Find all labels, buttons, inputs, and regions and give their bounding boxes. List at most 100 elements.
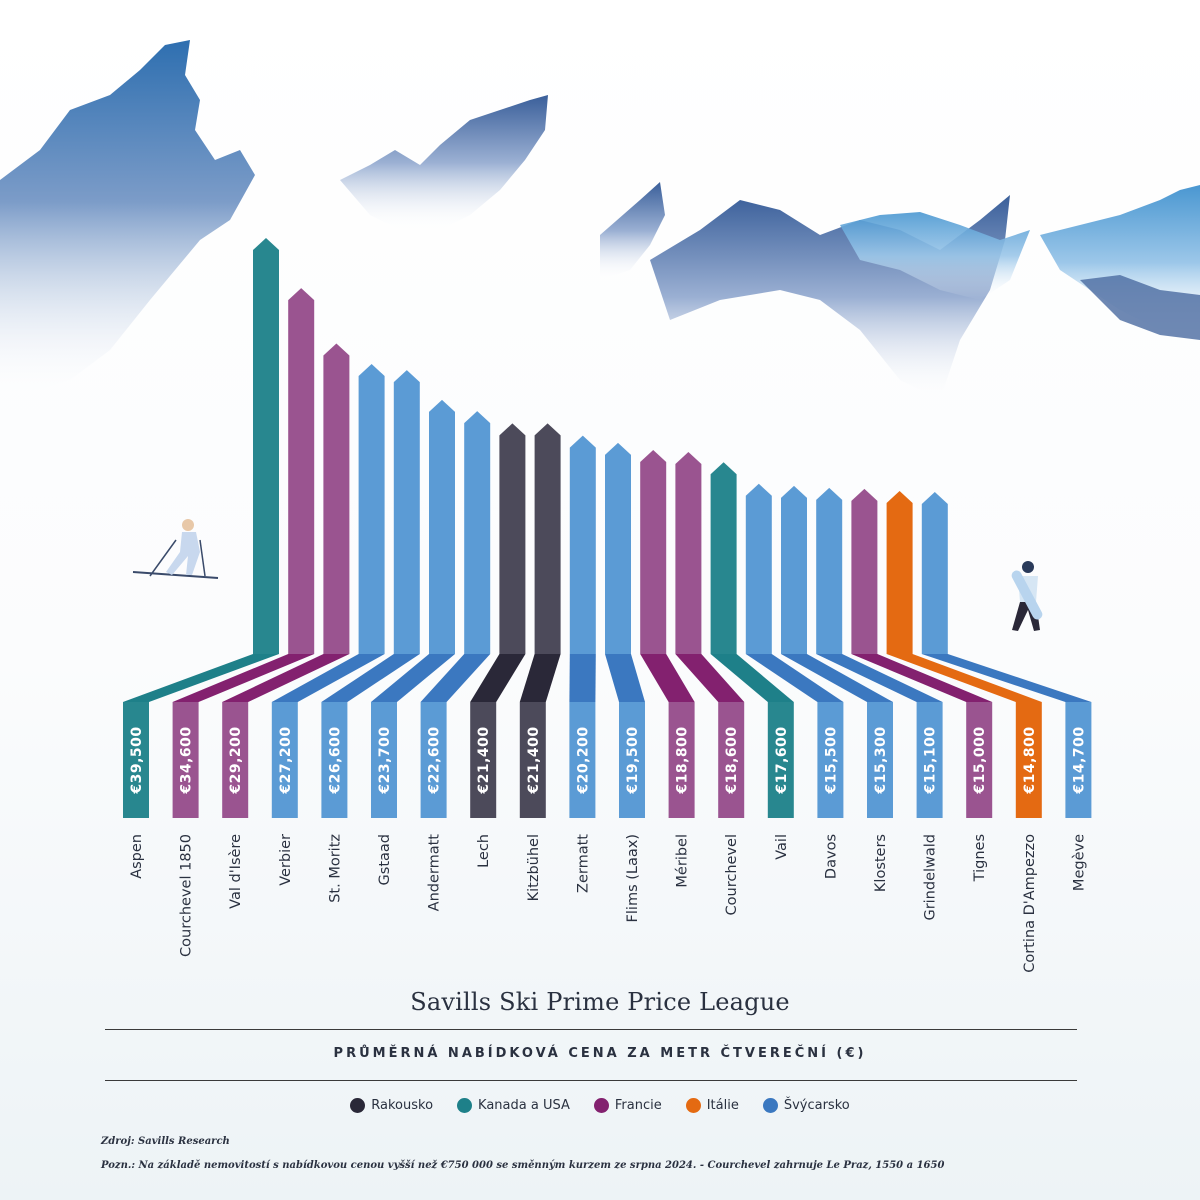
bar-0 <box>123 238 279 818</box>
category-label: Aspen <box>129 834 145 879</box>
bar-column <box>851 488 878 654</box>
value-label: €27,200 <box>278 726 294 794</box>
bar-column <box>288 288 315 654</box>
category-label: Val d'Isère <box>228 834 244 909</box>
bar-column <box>358 363 385 654</box>
bar-19 <box>921 492 1092 818</box>
bar-column <box>464 411 491 654</box>
bar-base <box>916 702 943 818</box>
bar-column <box>745 483 772 654</box>
bar-column <box>569 435 596 654</box>
legend-swatch <box>762 1098 778 1113</box>
bar-connector <box>605 654 645 702</box>
bar-column <box>710 462 737 654</box>
value-label: €15,100 <box>923 726 939 794</box>
bar-base <box>569 702 596 818</box>
bar-base <box>321 702 348 818</box>
bars-layer <box>123 238 1092 818</box>
value-label: €21,400 <box>476 726 492 794</box>
bar-column <box>921 492 948 654</box>
legend-item: Francie <box>593 1098 662 1113</box>
value-label: €14,800 <box>1022 726 1038 794</box>
value-label: €20,200 <box>575 726 591 794</box>
bar-base <box>470 702 497 818</box>
legend-label: Francie <box>614 1098 662 1113</box>
bar-connector <box>886 654 1042 702</box>
bar-base <box>817 702 844 818</box>
category-label: St. Moritz <box>327 834 343 903</box>
bar-column <box>499 423 526 654</box>
bar-base <box>371 702 397 818</box>
category-label: Grindelwald <box>923 834 939 921</box>
bar-column <box>323 343 350 654</box>
bar-15 <box>781 485 893 818</box>
category-label: Courchevel <box>724 834 740 915</box>
mountain-illustration <box>0 40 1200 400</box>
chart-subtitle: PRŮMĚRNÁ NABÍDKOVÁ CENA ZA METR ČTVEREČN… <box>333 1046 867 1061</box>
bar-base <box>123 702 149 818</box>
bar-connector <box>816 654 943 702</box>
bar-7 <box>470 423 526 818</box>
bar-column <box>429 399 455 654</box>
value-label: €18,800 <box>675 726 691 794</box>
category-label: Kitzbühel <box>526 834 542 901</box>
source-note: Zdroj: Savills Research <box>101 1136 230 1147</box>
bar-connector <box>640 654 695 702</box>
bar-base <box>867 702 893 818</box>
legend-item: Rakousko <box>350 1098 433 1113</box>
legend-swatch <box>685 1098 701 1113</box>
bar-connector <box>519 654 561 702</box>
value-label: €18,600 <box>724 726 740 794</box>
bar-6 <box>420 411 491 818</box>
category-label: Andermatt <box>427 834 443 912</box>
bar-connector <box>271 654 385 702</box>
bar-connector <box>569 654 596 702</box>
skier-illustration <box>132 519 219 579</box>
value-label: €17,600 <box>774 726 790 794</box>
bar-connector <box>781 654 893 702</box>
category-label: Megève <box>1071 834 1087 891</box>
category-label: Cortina D'Ampezzo <box>1022 834 1038 973</box>
value-label: €15,300 <box>873 726 889 794</box>
bar-column <box>886 490 913 654</box>
divider-top <box>105 1029 1077 1030</box>
value-label: €23,700 <box>377 726 393 794</box>
bar-base <box>1015 702 1042 818</box>
legend-label: Kanada a USA <box>478 1098 570 1113</box>
bar-base <box>1065 702 1092 818</box>
bar-8 <box>519 423 561 818</box>
value-label: €26,600 <box>327 726 343 794</box>
category-label: Vail <box>774 834 790 860</box>
legend-item: Švýcarsko <box>762 1098 850 1113</box>
divider-bottom <box>105 1080 1077 1081</box>
bar-12 <box>675 452 745 818</box>
value-label: €19,500 <box>625 726 641 794</box>
bar-base <box>172 702 199 818</box>
category-label: Zermatt <box>575 834 591 893</box>
bar-connector <box>710 654 794 702</box>
bar-14 <box>745 483 844 818</box>
bar-11 <box>640 450 695 818</box>
bar-9 <box>569 435 596 818</box>
legend-item: Itálie <box>685 1098 739 1113</box>
value-label: €15,000 <box>972 726 988 794</box>
bar-column <box>393 370 420 654</box>
value-label: €15,500 <box>823 726 839 794</box>
category-label: Flims (Laax) <box>625 834 641 922</box>
bar-3 <box>271 363 385 818</box>
bar-base <box>420 702 447 818</box>
bar-base <box>271 702 298 818</box>
bar-connector <box>470 654 526 702</box>
bar-column <box>253 238 279 654</box>
chart-title: Savills Ski Prime Price League <box>410 988 790 1016</box>
bar-base <box>619 702 645 818</box>
bar-connector <box>745 654 844 702</box>
bar-connector <box>675 654 745 702</box>
category-label: Tignes <box>972 834 988 882</box>
labels-layer: €39,500 Aspen €34,600 Courchevel 1850 €29,20… <box>129 726 1087 972</box>
category-label: Verbier <box>278 834 294 886</box>
bar-base <box>222 702 249 818</box>
category-label: Davos <box>823 834 839 879</box>
value-label: €22,600 <box>427 726 443 794</box>
category-label: Courchevel 1850 <box>179 834 195 957</box>
